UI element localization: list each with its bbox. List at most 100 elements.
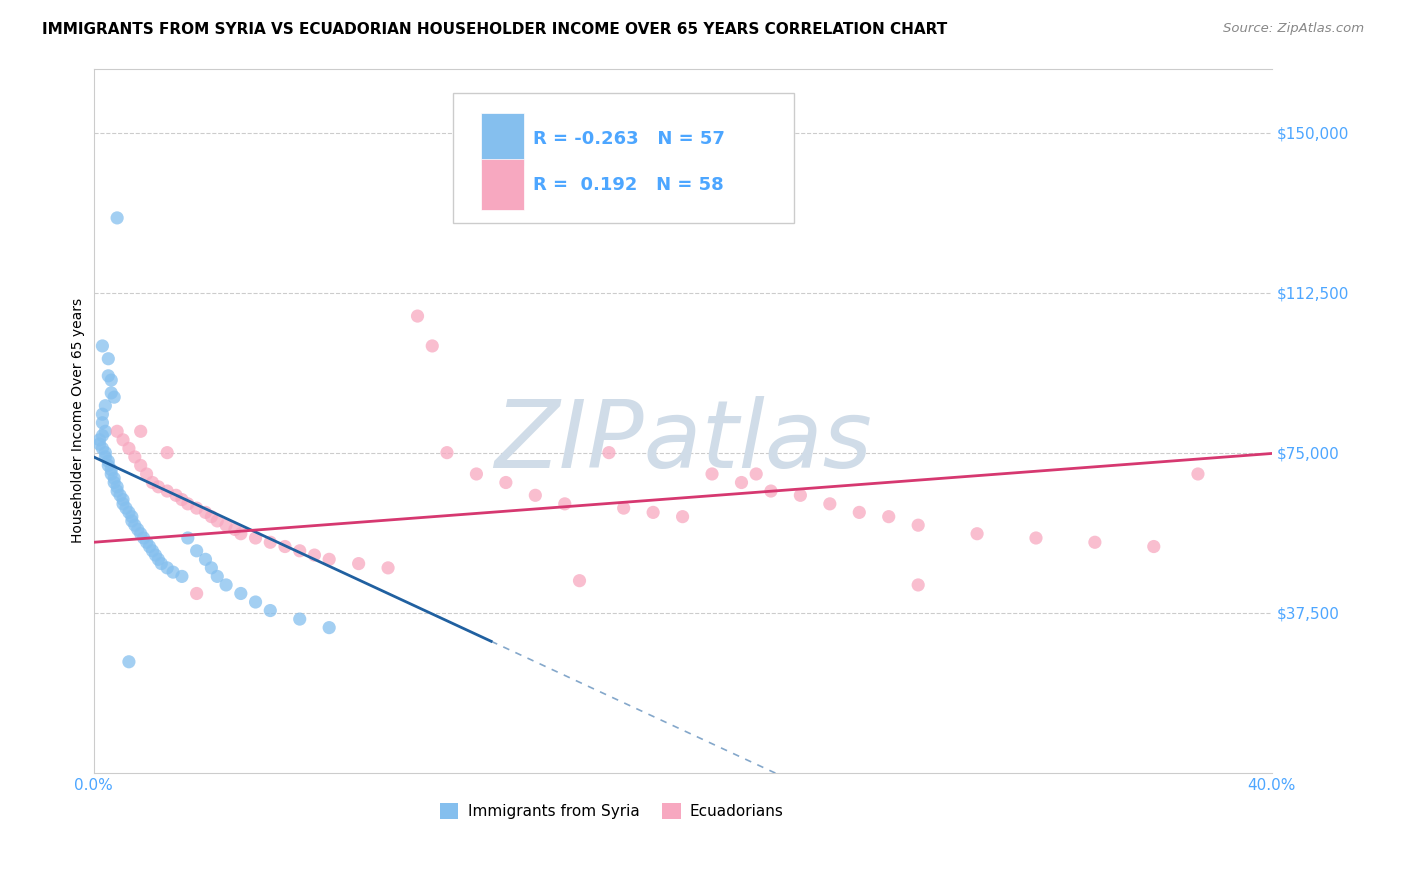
Point xyxy=(111,492,134,507)
Point xyxy=(97,368,120,383)
Point xyxy=(700,467,723,481)
Point xyxy=(91,416,114,430)
Text: Source: ZipAtlas.com: Source: ZipAtlas.com xyxy=(1223,22,1364,36)
Point xyxy=(907,518,929,533)
Point xyxy=(215,518,238,533)
Point xyxy=(94,425,117,439)
Point xyxy=(598,445,620,459)
Point xyxy=(288,612,311,626)
Point xyxy=(132,531,155,545)
Legend: Immigrants from Syria, Ecuadorians: Immigrants from Syria, Ecuadorians xyxy=(434,797,790,825)
Point xyxy=(377,561,399,575)
Point xyxy=(105,211,128,225)
Point xyxy=(89,433,111,447)
Point xyxy=(118,655,141,669)
Point xyxy=(135,467,157,481)
FancyBboxPatch shape xyxy=(453,93,794,224)
Point xyxy=(111,433,134,447)
Point xyxy=(818,497,841,511)
Point xyxy=(100,463,122,477)
Point xyxy=(97,454,120,468)
Point xyxy=(89,437,111,451)
Text: R = -0.263   N = 57: R = -0.263 N = 57 xyxy=(533,130,725,148)
Point xyxy=(103,471,125,485)
Point xyxy=(94,399,117,413)
Point xyxy=(465,467,488,481)
Point xyxy=(759,484,782,499)
Point xyxy=(150,557,173,571)
Point xyxy=(554,497,576,511)
Point xyxy=(524,488,547,502)
Point xyxy=(318,621,340,635)
Text: ZIPatlas: ZIPatlas xyxy=(494,396,872,487)
Point xyxy=(966,526,988,541)
Point xyxy=(186,501,208,516)
Point xyxy=(103,390,125,404)
Point xyxy=(111,497,134,511)
Point xyxy=(245,531,267,545)
Point xyxy=(186,586,208,600)
Point xyxy=(100,385,122,400)
Point xyxy=(229,586,252,600)
Point xyxy=(1084,535,1107,549)
Point xyxy=(194,552,217,566)
Point xyxy=(129,425,152,439)
FancyBboxPatch shape xyxy=(481,159,523,211)
Point xyxy=(495,475,517,490)
Y-axis label: Householder Income Over 65 years: Householder Income Over 65 years xyxy=(72,298,86,543)
Text: IMMIGRANTS FROM SYRIA VS ECUADORIAN HOUSEHOLDER INCOME OVER 65 YEARS CORRELATION: IMMIGRANTS FROM SYRIA VS ECUADORIAN HOUS… xyxy=(42,22,948,37)
Point xyxy=(141,543,163,558)
Point xyxy=(1187,467,1209,481)
Point xyxy=(121,509,143,524)
Point xyxy=(162,565,184,579)
Point xyxy=(245,595,267,609)
Point xyxy=(177,497,200,511)
Point xyxy=(97,351,120,366)
Point xyxy=(347,557,370,571)
Point xyxy=(170,492,193,507)
Point xyxy=(124,450,146,464)
Point xyxy=(127,523,149,537)
Point xyxy=(135,535,157,549)
Point xyxy=(229,526,252,541)
Point xyxy=(156,484,179,499)
Point xyxy=(259,603,281,617)
Point xyxy=(420,339,443,353)
Point xyxy=(145,548,167,562)
Point xyxy=(730,475,752,490)
Point xyxy=(613,501,636,516)
Point xyxy=(194,505,217,519)
Point xyxy=(94,450,117,464)
Point xyxy=(100,373,122,387)
Point xyxy=(643,505,665,519)
Point xyxy=(436,445,458,459)
Point xyxy=(129,526,152,541)
Point xyxy=(100,467,122,481)
Point xyxy=(118,505,141,519)
Point xyxy=(207,514,229,528)
Point xyxy=(105,484,128,499)
Point xyxy=(177,531,200,545)
Point xyxy=(124,518,146,533)
Point xyxy=(568,574,591,588)
Text: R =  0.192   N = 58: R = 0.192 N = 58 xyxy=(533,176,724,194)
Point xyxy=(877,509,900,524)
Point xyxy=(207,569,229,583)
Point xyxy=(105,425,128,439)
Point xyxy=(91,442,114,456)
Point xyxy=(103,475,125,490)
Point xyxy=(94,445,117,459)
Point xyxy=(156,561,179,575)
Point xyxy=(583,189,606,203)
Point xyxy=(224,523,246,537)
Point xyxy=(848,505,870,519)
Point xyxy=(129,458,152,473)
Point xyxy=(215,578,238,592)
FancyBboxPatch shape xyxy=(481,113,523,165)
Point xyxy=(318,552,340,566)
Point xyxy=(141,475,163,490)
Point xyxy=(91,339,114,353)
Point xyxy=(165,488,187,502)
Point xyxy=(200,561,222,575)
Point xyxy=(115,501,138,516)
